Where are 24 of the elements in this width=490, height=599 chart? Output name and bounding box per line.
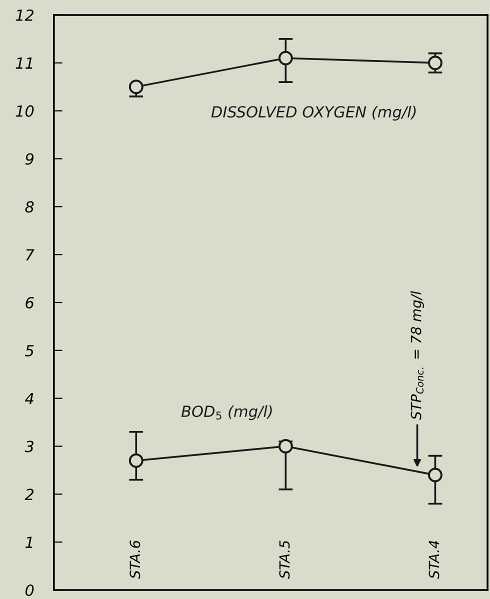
- point: [428, 56, 442, 70]
- y-tick-label: 7: [26, 249, 34, 260]
- point: [278, 50, 293, 66]
- series-label: BOD$_{5}$ (mg/l): [181, 405, 272, 420]
- y-tick-label: 4: [25, 393, 34, 404]
- x-tick-label: STA.5: [279, 540, 290, 579]
- y-tick-label: 12: [16, 9, 34, 21]
- y-tick-label: 10: [16, 105, 34, 117]
- point: [128, 453, 144, 468]
- text: DISSOLVED OXYGEN (mg/l): [211, 106, 416, 121]
- y-tick-label: 1: [25, 536, 32, 548]
- y-tick-label: 6: [26, 296, 34, 309]
- point: [428, 468, 442, 482]
- x-tick-label: STA.4: [428, 540, 440, 579]
- y-tick-label: 5: [25, 345, 34, 356]
- x-tick-label: STA.6: [130, 540, 140, 579]
- y-tick-label: 2: [24, 488, 34, 500]
- y-tick-label: 8: [25, 201, 34, 213]
- point: [278, 439, 293, 454]
- y-tick-label: 0: [25, 584, 34, 596]
- annotation: STP$_{Conc.}$ = 78 mg/l: [410, 291, 424, 420]
- y-tick-label: 9: [25, 153, 34, 165]
- y-tick-label: 11: [16, 58, 32, 69]
- y-tick-label: 3: [24, 440, 34, 452]
